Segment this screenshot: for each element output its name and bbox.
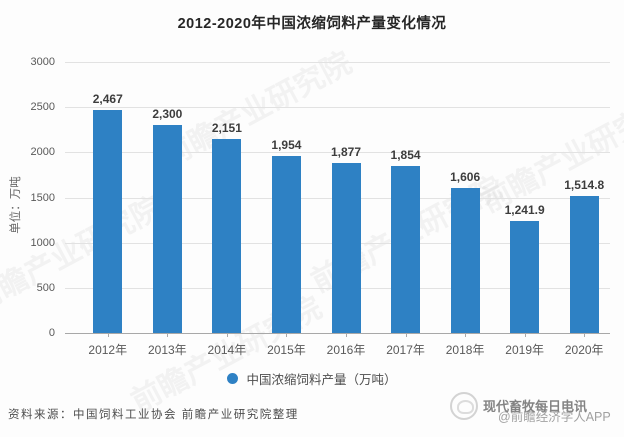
gridline-3000 — [65, 62, 610, 63]
y-axis-unit-label: 单位：万吨 — [9, 176, 22, 234]
bar-2020年 — [569, 196, 599, 333]
brand-logo-icon — [450, 392, 478, 420]
bar-2017年 — [391, 165, 421, 333]
gridline-0 — [65, 333, 610, 334]
bar-2013年 — [152, 125, 182, 333]
bar-2012年 — [93, 110, 123, 333]
value-label-2019年: 1,241.9 — [504, 202, 545, 217]
x-tick-2016年 — [346, 333, 347, 337]
legend-dot-icon — [227, 373, 239, 384]
x-tick-2014年 — [226, 333, 228, 337]
chart-title: 2012-2020年中国浓缩饲料产量变化情况 — [177, 16, 447, 32]
value-label-2020年: 1,514.8 — [564, 178, 605, 193]
y-tick-label-1000: 1000 — [30, 236, 55, 249]
y-tick-label-1500: 1500 — [30, 191, 55, 204]
value-label-2016年: 1,877 — [330, 145, 362, 160]
gridline-2000 — [65, 152, 610, 154]
value-label-2014年: 2,151 — [211, 120, 242, 135]
x-tick-label-2020年: 2020年 — [564, 343, 604, 357]
y-tick-label-2000: 2000 — [30, 146, 55, 159]
x-tick-2017年 — [405, 333, 407, 337]
value-label-2015年: 1,954 — [271, 138, 302, 153]
legend: 中国浓缩饲料产量（万吨） — [0, 369, 624, 388]
x-tick-2020年 — [584, 333, 586, 337]
x-tick-label-2013年: 2013年 — [147, 343, 187, 357]
x-tick-label-2016年: 2016年 — [326, 343, 366, 357]
gridline-2500 — [65, 107, 610, 109]
x-tick-label-2015年: 2015年 — [267, 343, 306, 357]
value-label-2013年: 2,300 — [152, 107, 183, 122]
x-tick-label-2018年: 2018年 — [445, 343, 485, 357]
x-tick-2019年 — [524, 333, 526, 337]
x-tick-2012年 — [107, 333, 109, 337]
y-tick-label-0: 0 — [48, 327, 55, 339]
footer-app-watermark: @前瞻经济学人APP — [498, 410, 611, 424]
x-tick-label-2012年: 2012年 — [88, 343, 128, 357]
plot-area: 0 500 1000 1500 2000 2500 3000 2,467 2012年 2,300 2… — [31, 56, 610, 357]
bar-2016年 — [331, 163, 361, 333]
x-tick-2018年 — [465, 333, 467, 337]
value-label-2018年: 1,606 — [450, 169, 481, 184]
x-tick-2013年 — [167, 333, 169, 337]
value-label-2012年: 2,467 — [92, 92, 123, 107]
bar-2014年 — [212, 138, 242, 333]
footer-brand-text: 现代畜牧每日电讯 — [483, 399, 588, 414]
legend-label: 中国浓缩饲料产量（万吨） — [246, 373, 397, 387]
y-tick-label-500: 500 — [36, 281, 55, 294]
y-tick-label-2500: 2500 — [30, 101, 55, 114]
bar-2018年 — [450, 187, 480, 333]
value-label-2017年: 1,854 — [390, 147, 421, 162]
bar-2015年 — [271, 156, 301, 333]
x-tick-label-2017年: 2017年 — [386, 343, 425, 357]
x-tick-label-2019年: 2019年 — [505, 343, 544, 357]
y-tick-label-3000: 3000 — [30, 56, 55, 68]
x-tick-label-2014年: 2014年 — [207, 343, 247, 357]
bar-2019年 — [510, 220, 540, 333]
source-note: 资料来源：中国饲料工业协会 前瞻产业研究院整理 — [8, 409, 299, 421]
x-tick-2015年 — [286, 333, 288, 337]
